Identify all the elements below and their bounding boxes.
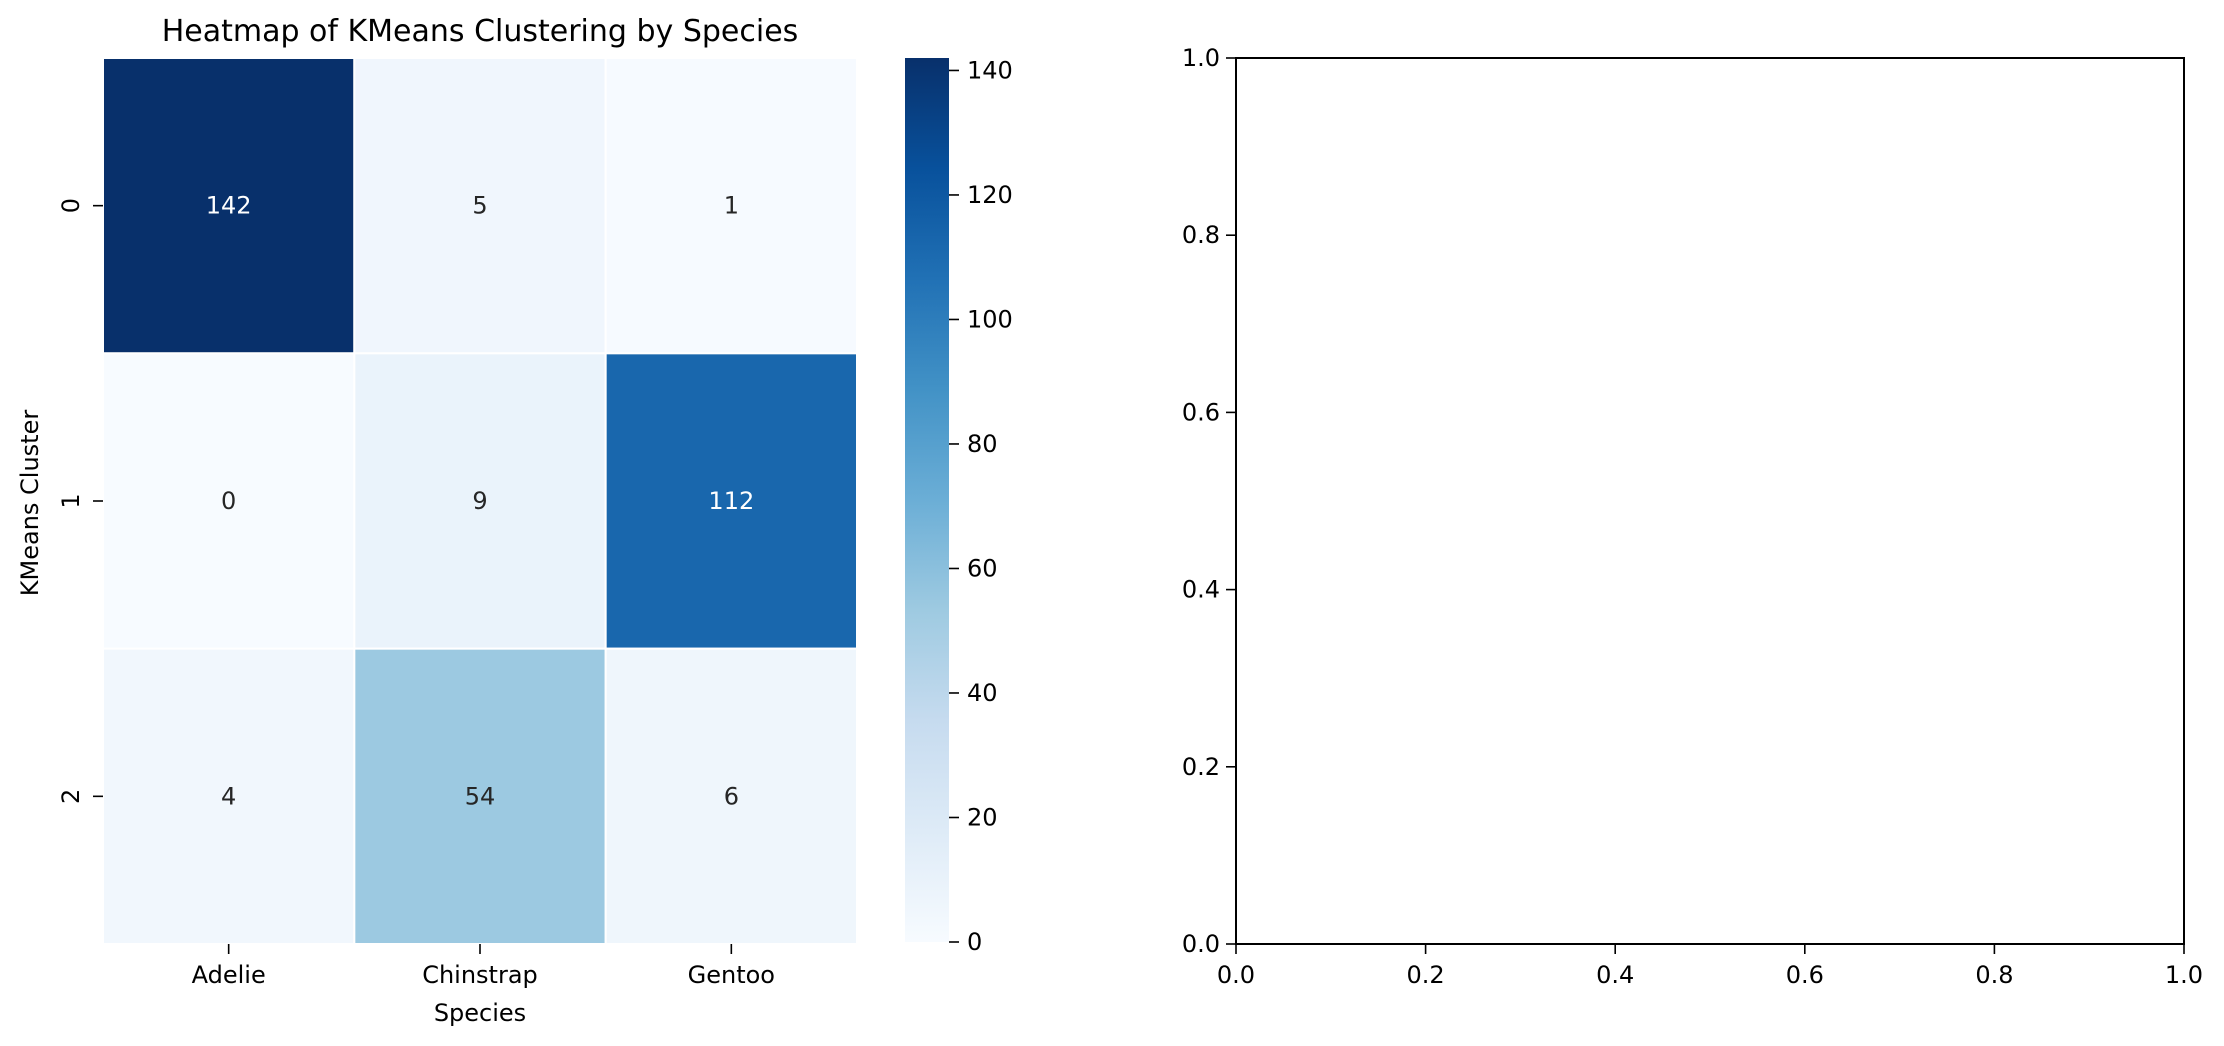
heatmap-cell bbox=[353, 647, 607, 946]
colorbar-tick-label: 100 bbox=[967, 305, 1013, 333]
heatmap-cell-label: 4 bbox=[221, 782, 236, 810]
heatmap-cells: 142 5 1 0 9 112 4 54 6 bbox=[102, 57, 859, 946]
empty-axes-y-ticks: 0.0 0.2 0.4 0.6 0.8 1.0 bbox=[1182, 44, 1236, 958]
heatmap-cell-label: 6 bbox=[724, 782, 739, 810]
heatmap-y-tick-label: 1 bbox=[57, 493, 85, 508]
empty-axes-panel: 0.0 0.2 0.4 0.6 0.8 1.0 0.0 0.2 0.4 0.6 0.8 1.0 bbox=[1182, 44, 2203, 989]
heatmap-cell-label: 9 bbox=[472, 487, 487, 515]
colorbar-tick-label: 140 bbox=[967, 56, 1013, 84]
heatmap-cell-label: 54 bbox=[465, 782, 496, 810]
empty-axes-y-tick-label: 0.8 bbox=[1182, 221, 1220, 249]
heatmap-x-tick-label: Chinstrap bbox=[422, 961, 538, 989]
empty-axes-y-tick-label: 0.6 bbox=[1182, 398, 1220, 426]
heatmap-x-tick-label: Adelie bbox=[192, 961, 266, 989]
empty-axes-y-tick-label: 1.0 bbox=[1182, 44, 1220, 72]
empty-axes-x-tick-label: 0.4 bbox=[1596, 961, 1634, 989]
empty-axes-x-tick-label: 0.8 bbox=[1975, 961, 2013, 989]
empty-axes-x-tick-label: 1.0 bbox=[2165, 961, 2203, 989]
heatmap-cell bbox=[604, 57, 859, 355]
empty-axes-frame bbox=[1235, 57, 2185, 945]
heatmap-title: Heatmap of KMeans Clustering by Species bbox=[162, 14, 799, 49]
empty-axes-x-tick-label: 0.2 bbox=[1407, 961, 1445, 989]
colorbar-tick-label: 40 bbox=[967, 679, 998, 707]
empty-axes-y-tick-label: 0.0 bbox=[1182, 930, 1220, 958]
heatmap-cell-label: 1 bbox=[724, 192, 739, 220]
heatmap-y-axis-label: KMeans Cluster bbox=[16, 410, 44, 597]
heatmap-cell bbox=[102, 647, 356, 946]
heatmap-x-axis-label: Species bbox=[434, 999, 526, 1027]
empty-axes-y-tick-label: 0.4 bbox=[1182, 576, 1220, 604]
heatmap-x-tick-label: Gentoo bbox=[688, 961, 775, 989]
heatmap-cell-label: 112 bbox=[708, 487, 754, 515]
empty-axes-x-tick-label: 0.0 bbox=[1217, 961, 1255, 989]
heatmap-cell-label: 142 bbox=[206, 192, 252, 220]
heatmap-cell-label: 0 bbox=[221, 487, 236, 515]
heatmap-cell bbox=[604, 352, 859, 650]
colorbar-ticks: 0 20 40 60 80 100 120 140 bbox=[949, 56, 1013, 956]
colorbar-gradient bbox=[905, 58, 949, 942]
heatmap-cell-label: 5 bbox=[472, 192, 487, 220]
heatmap-y-ticks: 0 1 2 bbox=[57, 198, 103, 804]
colorbar-tick-label: 120 bbox=[967, 181, 1013, 209]
colorbar-tick-label: 0 bbox=[967, 928, 982, 956]
empty-axes-x-ticks: 0.0 0.2 0.4 0.6 0.8 1.0 bbox=[1217, 944, 2203, 989]
colorbar-tick-label: 20 bbox=[967, 803, 998, 831]
heatmap-y-tick-label: 2 bbox=[57, 789, 85, 804]
empty-axes-x-tick-label: 0.6 bbox=[1786, 961, 1824, 989]
heatmap-cell bbox=[604, 647, 859, 946]
heatmap-cell bbox=[353, 352, 607, 650]
colorbar-tick-label: 80 bbox=[967, 430, 998, 458]
heatmap-y-tick-label: 0 bbox=[57, 198, 85, 213]
empty-axes-y-tick-label: 0.2 bbox=[1182, 753, 1220, 781]
colorbar-tick-label: 60 bbox=[967, 554, 998, 582]
colorbar: 0 20 40 60 80 100 120 140 bbox=[905, 56, 1013, 956]
heatmap-panel: Heatmap of KMeans Clustering by Species … bbox=[16, 14, 1013, 1027]
heatmap-x-ticks: Adelie Chinstrap Gentoo bbox=[192, 944, 775, 989]
